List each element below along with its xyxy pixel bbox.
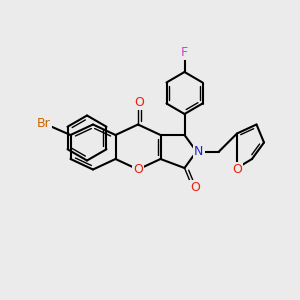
Text: O: O [133, 163, 143, 176]
Text: F: F [181, 46, 188, 59]
Text: N: N [194, 145, 204, 158]
Text: O: O [232, 163, 242, 176]
Text: Br: Br [37, 116, 50, 130]
Text: O: O [135, 95, 144, 109]
Text: O: O [190, 181, 200, 194]
